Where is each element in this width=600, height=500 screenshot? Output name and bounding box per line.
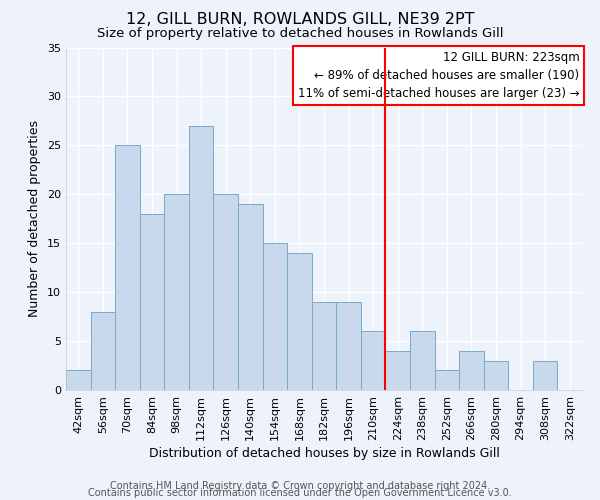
Bar — [361, 332, 385, 390]
Bar — [533, 360, 557, 390]
Bar — [115, 146, 140, 390]
Bar — [336, 302, 361, 390]
X-axis label: Distribution of detached houses by size in Rowlands Gill: Distribution of detached houses by size … — [149, 447, 499, 460]
Text: 12, GILL BURN, ROWLANDS GILL, NE39 2PT: 12, GILL BURN, ROWLANDS GILL, NE39 2PT — [126, 12, 474, 28]
Bar — [410, 332, 434, 390]
Bar — [287, 253, 312, 390]
Bar — [385, 351, 410, 390]
Text: Contains HM Land Registry data © Crown copyright and database right 2024.: Contains HM Land Registry data © Crown c… — [110, 481, 490, 491]
Text: Contains public sector information licensed under the Open Government Licence v3: Contains public sector information licen… — [88, 488, 512, 498]
Bar — [140, 214, 164, 390]
Bar — [484, 360, 508, 390]
Bar — [434, 370, 459, 390]
Bar — [238, 204, 263, 390]
Bar — [459, 351, 484, 390]
Bar — [91, 312, 115, 390]
Text: Size of property relative to detached houses in Rowlands Gill: Size of property relative to detached ho… — [97, 28, 503, 40]
Bar — [312, 302, 336, 390]
Text: 12 GILL BURN: 223sqm
← 89% of detached houses are smaller (190)
11% of semi-deta: 12 GILL BURN: 223sqm ← 89% of detached h… — [298, 51, 580, 100]
Bar — [164, 194, 189, 390]
Bar — [189, 126, 214, 390]
Y-axis label: Number of detached properties: Number of detached properties — [28, 120, 41, 318]
Bar — [66, 370, 91, 390]
Bar — [214, 194, 238, 390]
Bar — [263, 243, 287, 390]
